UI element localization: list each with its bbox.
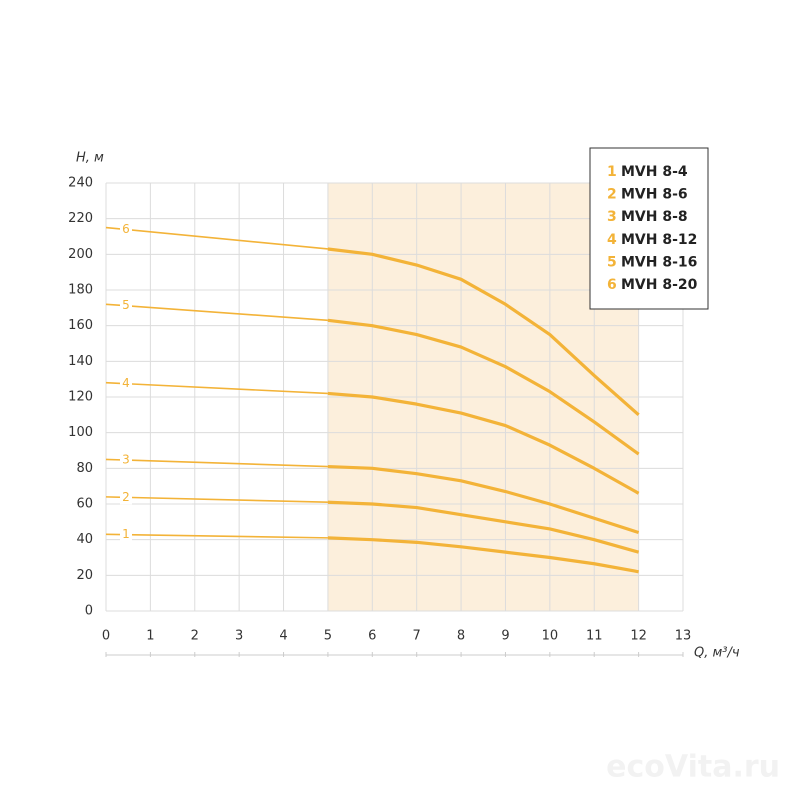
curve-label: 1	[122, 527, 130, 541]
x-tick-label: 0	[102, 629, 110, 644]
curve-label: 2	[122, 490, 130, 504]
x-tick-label: 8	[457, 629, 465, 644]
y-tick-label: 140	[68, 354, 93, 369]
y-tick-label: 240	[68, 176, 93, 191]
curve-label-bg	[120, 490, 132, 505]
x-axis-label: Q, м³/ч	[694, 646, 740, 661]
y-tick-label: 60	[76, 497, 93, 512]
curve-label: 5	[122, 298, 130, 312]
curve	[327, 247, 640, 417]
curve-extension	[105, 496, 328, 504]
curve-extension	[105, 533, 328, 539]
legend-number: 5	[607, 254, 617, 270]
legend-entry: MVH 8-12	[621, 232, 697, 248]
legend-entry: MVH 8-8	[621, 209, 688, 225]
x-tick-label: 12	[630, 629, 647, 644]
y-tick-label: 20	[76, 568, 93, 583]
y-tick-label: 40	[76, 532, 93, 547]
legend-entry: MVH 8-6	[621, 187, 688, 203]
y-tick-label: 180	[68, 283, 93, 298]
curve-extension	[105, 458, 328, 468]
curve-extension	[105, 381, 328, 395]
curve	[327, 464, 640, 535]
legend-entry: MVH 8-4	[621, 164, 688, 180]
y-tick-label: 120	[68, 390, 93, 405]
legend-box	[589, 147, 709, 310]
watermark: ecoVita.ru	[606, 750, 780, 785]
curve-label-bg	[120, 527, 132, 542]
x-tick-label: 9	[501, 629, 509, 644]
legend-number: 4	[607, 232, 617, 248]
y-tick-label: 100	[68, 425, 93, 440]
curve	[327, 500, 640, 554]
x-tick-label: 3	[235, 629, 243, 644]
legend-number: 2	[607, 187, 617, 203]
curve-label-bg	[120, 376, 132, 391]
legend-number: 6	[607, 277, 617, 293]
x-tick-label: 1	[146, 629, 154, 644]
curve	[327, 391, 640, 495]
x-tick-label: 5	[324, 629, 332, 644]
curve-extension	[105, 303, 328, 322]
legend-entry: MVH 8-20	[621, 277, 698, 293]
y-tick-label: 0	[85, 604, 93, 619]
x-tick-label: 10	[542, 629, 559, 644]
curve-label: 6	[122, 222, 130, 236]
y-axis-label: H, м	[76, 151, 104, 166]
x-tick-label: 2	[191, 629, 199, 644]
curve-label: 3	[122, 453, 130, 467]
x-tick-label: 11	[586, 629, 603, 644]
legend-number: 1	[607, 164, 617, 180]
x-tick-label: 7	[413, 629, 421, 644]
curve-label-bg	[120, 298, 132, 313]
x-tick-label: 13	[675, 629, 692, 644]
y-tick-label: 160	[68, 318, 93, 333]
curve-extension	[105, 226, 328, 250]
curve	[327, 318, 640, 456]
curve-label: 4	[122, 376, 130, 390]
curve-label-bg	[120, 453, 132, 468]
legend-entry: MVH 8-16	[621, 254, 697, 270]
curve-label-bg	[120, 222, 132, 237]
y-tick-label: 220	[68, 211, 93, 226]
curve	[327, 536, 639, 574]
x-tick-label: 4	[279, 629, 287, 644]
legend-number: 3	[607, 209, 617, 225]
y-tick-label: 200	[68, 247, 93, 262]
x-tick-label: 6	[368, 629, 376, 644]
y-tick-label: 80	[76, 461, 93, 476]
